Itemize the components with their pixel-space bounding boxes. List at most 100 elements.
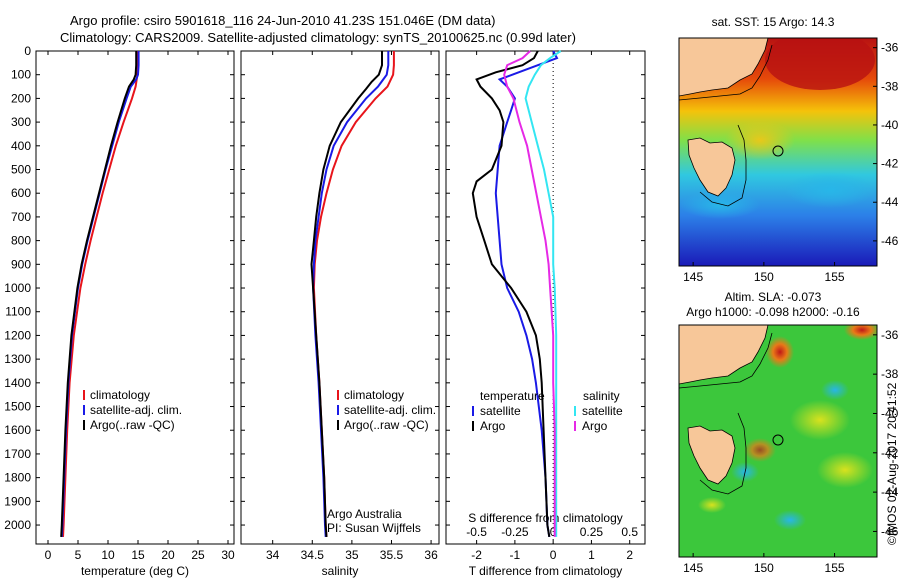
x-tick-label: 10 bbox=[101, 548, 115, 562]
map-y-tick-label: -42 bbox=[881, 446, 899, 460]
legend-label: Argo bbox=[480, 419, 506, 433]
y-tick-label: 500 bbox=[11, 163, 31, 177]
y-tick-label: 1600 bbox=[4, 423, 31, 437]
map-x-tick-label: 150 bbox=[754, 270, 774, 284]
y-tick-label: 1800 bbox=[4, 471, 31, 485]
y-tick-label: 200 bbox=[11, 91, 31, 105]
map-y-tick-label: -46 bbox=[881, 524, 899, 538]
panel-salinity: 34 34.5 35 35.5 36 salinity climatologysatelli… bbox=[240, 50, 440, 578]
series-line-argo bbox=[471, 50, 551, 538]
legend-title-salinity: salinity bbox=[583, 389, 620, 403]
y-tick-label: 1400 bbox=[4, 376, 31, 390]
map-x-tick-label: 155 bbox=[825, 561, 845, 575]
map-y-tick-label: -42 bbox=[881, 157, 899, 171]
series-line-satellite bbox=[524, 50, 562, 537]
x2-tick-label: 0 bbox=[550, 525, 557, 539]
tasmania-landmass bbox=[687, 137, 736, 197]
plot-frame bbox=[35, 50, 235, 545]
y-tick-label: 600 bbox=[11, 186, 31, 200]
argo-position-marker-sla bbox=[772, 434, 784, 446]
map-y-tick-label: -40 bbox=[881, 406, 899, 420]
series-line-argo-raw-qc- bbox=[60, 51, 138, 537]
x-tick-label: 25 bbox=[191, 548, 205, 562]
y-tick-label: 2000 bbox=[4, 518, 31, 532]
map-y-tick-label: -38 bbox=[881, 79, 899, 93]
x2-tick-label: -0.5 bbox=[466, 525, 487, 539]
legend-label: Argo bbox=[582, 419, 608, 433]
x-tick-label: 1 bbox=[588, 548, 595, 562]
x-tick-label: -1 bbox=[510, 548, 521, 562]
x-tick-label: 34 bbox=[266, 548, 280, 562]
sla-map-title-line1: Altim. SLA: -0.073 bbox=[725, 290, 822, 304]
y-tick-label: 1900 bbox=[4, 494, 31, 508]
x-tick-label: 35 bbox=[345, 548, 359, 562]
map-x-tick-label: 145 bbox=[683, 561, 703, 575]
x-tick-label: 5 bbox=[75, 548, 82, 562]
x-tick-label: 30 bbox=[221, 548, 235, 562]
x2-tick-label: 0.5 bbox=[621, 525, 638, 539]
legend-label: climatology bbox=[90, 388, 150, 402]
legend-label: satellite bbox=[480, 404, 521, 418]
map-y-tick-label: -46 bbox=[881, 234, 899, 248]
x-tick-label: -2 bbox=[471, 548, 482, 562]
map-x-tick-label: 145 bbox=[683, 270, 703, 284]
map-y-tick-label: -44 bbox=[881, 485, 899, 499]
argo-position-marker bbox=[772, 145, 784, 157]
y-tick-label: 1100 bbox=[5, 305, 31, 319]
y-tick-label: 800 bbox=[11, 234, 31, 248]
x-tick-label: 20 bbox=[161, 548, 175, 562]
x-tick-label: 15 bbox=[131, 548, 145, 562]
series-line-argo bbox=[503, 50, 556, 537]
y-tick-label: 1000 bbox=[4, 281, 31, 295]
map-y-tick-label: -44 bbox=[881, 195, 899, 209]
timestamp-stamp: ©IMOS 02-Aug-2017 20:41:52 bbox=[885, 382, 899, 545]
series-line-satellite bbox=[494, 50, 559, 538]
y-tick-label: 1300 bbox=[4, 352, 31, 366]
annotation-line2: PI: Susan Wijffels bbox=[327, 521, 421, 535]
map-y-tick-label: -36 bbox=[881, 328, 899, 342]
x-tick-label: 36 bbox=[424, 548, 438, 562]
x-axis-label: temperature (deg C) bbox=[81, 564, 189, 578]
x-tick-label: 0 bbox=[550, 548, 557, 562]
annotation-line1: Argo Australia bbox=[327, 507, 402, 521]
sla-map: Altim. SLA: -0.073 Argo h1000: -0.098 h2… bbox=[678, 290, 899, 575]
map-y-tick-label: -40 bbox=[881, 118, 899, 132]
legend-title-temperature: temperature bbox=[480, 389, 545, 403]
x2-axis-label: S difference from climatology bbox=[468, 511, 623, 525]
panel-temperature: 0 5 10 15 20 25 30 temperature (deg C) 0 100 200 30… bbox=[4, 44, 235, 578]
mainland-landmass bbox=[679, 38, 769, 97]
legend-label: Argo(..raw -QC) bbox=[344, 418, 429, 432]
map-y-tick-label: -38 bbox=[881, 367, 899, 381]
x-axis-label: salinity bbox=[322, 564, 359, 578]
y-tick-label: 1500 bbox=[4, 400, 31, 414]
series-line-climatology bbox=[62, 51, 139, 537]
y-tick-label: 400 bbox=[11, 139, 31, 153]
y-tick-label: 1700 bbox=[4, 447, 31, 461]
panel-differences: -2 -1 0 1 2T difference from climatology -0.5… bbox=[445, 50, 646, 578]
y-tick-label: 900 bbox=[11, 257, 31, 271]
legend-label: satellite-adj. clim. bbox=[90, 403, 182, 417]
x2-tick-label: 0.25 bbox=[580, 525, 604, 539]
map-x-tick-label: 155 bbox=[825, 270, 845, 284]
y-tick-label: 300 bbox=[11, 115, 31, 129]
legend-label: Argo(..raw -QC) bbox=[90, 418, 175, 432]
map-y-tick-label: -36 bbox=[881, 41, 899, 55]
y-tick-label: 700 bbox=[11, 210, 31, 224]
legend-label: climatology bbox=[344, 388, 404, 402]
y-tick-label: 0 bbox=[24, 44, 31, 58]
sla-map-title-line2: Argo h1000: -0.098 h2000: -0.16 bbox=[686, 305, 860, 319]
sst-map: sat. SST: 15 Argo: 14.3 145 150 155 -36 -38 -… bbox=[678, 15, 899, 284]
y-tick-label: 1200 bbox=[4, 328, 31, 342]
figure-title-line2: Climatology: CARS2009. Satellite-adjuste… bbox=[60, 30, 576, 45]
x-tick-label: 0 bbox=[45, 548, 52, 562]
x2-tick-label: -0.25 bbox=[501, 525, 529, 539]
y-tick-label: 100 bbox=[11, 68, 31, 82]
legend-label: satellite bbox=[582, 404, 623, 418]
x-axis-label: T difference from climatology bbox=[469, 564, 623, 578]
figure-title-line1: Argo profile: csiro 5901618_116 24-Jun-2… bbox=[70, 13, 496, 28]
x-tick-label: 2 bbox=[626, 548, 633, 562]
x-tick-label: 34.5 bbox=[301, 548, 325, 562]
sst-map-title: sat. SST: 15 Argo: 14.3 bbox=[712, 15, 835, 29]
legend-label: satellite-adj. clim. bbox=[344, 403, 436, 417]
